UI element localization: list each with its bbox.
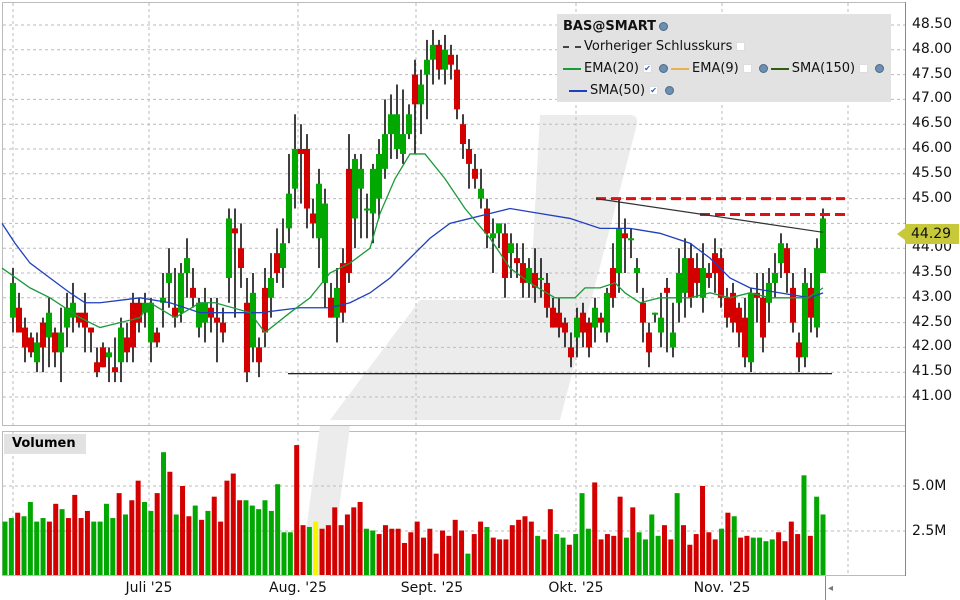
sma50-settings-icon[interactable] — [665, 86, 675, 95]
line-icon — [671, 67, 690, 70]
chart-legend: BAS@SMART Vorheriger Schlusskurs EMA(20)… — [557, 14, 891, 102]
price-tick: 45.50 — [912, 164, 953, 181]
scroll-left-arrow-icon[interactable]: ◂ — [828, 583, 834, 594]
sma50-checkbox[interactable]: ✔ — [649, 86, 659, 95]
time-tick: Sept. '25 — [400, 580, 464, 596]
price-tick: 48.00 — [912, 40, 953, 57]
price-tick: 42.00 — [912, 338, 953, 355]
sma150-checkbox[interactable] — [859, 64, 869, 73]
price-tick: 46.00 — [912, 140, 953, 156]
price-tick: 48.50 — [912, 16, 953, 32]
price-tick: 47.00 — [912, 90, 953, 107]
legend-item-sma50: SMA(50) ✔ — [569, 83, 677, 98]
sma150-settings-icon[interactable] — [875, 64, 885, 73]
volume-tick: 2.5M — [912, 523, 947, 539]
price-tick: 45.00 — [912, 189, 953, 206]
price-tick: 47.50 — [912, 65, 953, 82]
ema9-checkbox[interactable] — [742, 64, 752, 73]
price-tick: 41.50 — [912, 363, 953, 380]
time-tick: Aug. '25 — [269, 580, 327, 596]
time-tick: Nov. '25 — [693, 580, 751, 596]
price-tick: 43.50 — [912, 264, 953, 280]
settings-icon[interactable] — [659, 22, 668, 31]
ema9-settings-icon[interactable] — [758, 64, 768, 73]
dashed-line-icon — [563, 45, 581, 48]
ema20-settings-icon[interactable] — [659, 64, 669, 73]
time-tick: Okt. '25 — [548, 580, 604, 596]
price-tick: 41.00 — [912, 388, 953, 404]
price-tick: 46.50 — [912, 115, 953, 132]
prev-close-checkbox[interactable] — [736, 42, 746, 51]
price-tick: 43.00 — [912, 288, 953, 305]
legend-row-ma: EMA(20) ✔ EMA(9) SMA(150) — [563, 61, 887, 76]
legend-item-prev-close: Vorheriger Schlusskurs — [563, 39, 749, 54]
line-icon — [770, 67, 789, 70]
volume-panel-label: Volumen — [4, 434, 86, 454]
line-icon — [569, 89, 587, 92]
line-icon — [563, 67, 581, 70]
last-price-tag: 44.29 — [897, 224, 959, 244]
ema20-checkbox[interactable]: ✔ — [643, 64, 653, 73]
legend-title: BAS@SMART — [563, 19, 671, 34]
volume-tick: 5.0M — [912, 478, 947, 494]
time-tick: Juli '25 — [125, 580, 173, 596]
price-tick: 42.50 — [912, 313, 953, 330]
